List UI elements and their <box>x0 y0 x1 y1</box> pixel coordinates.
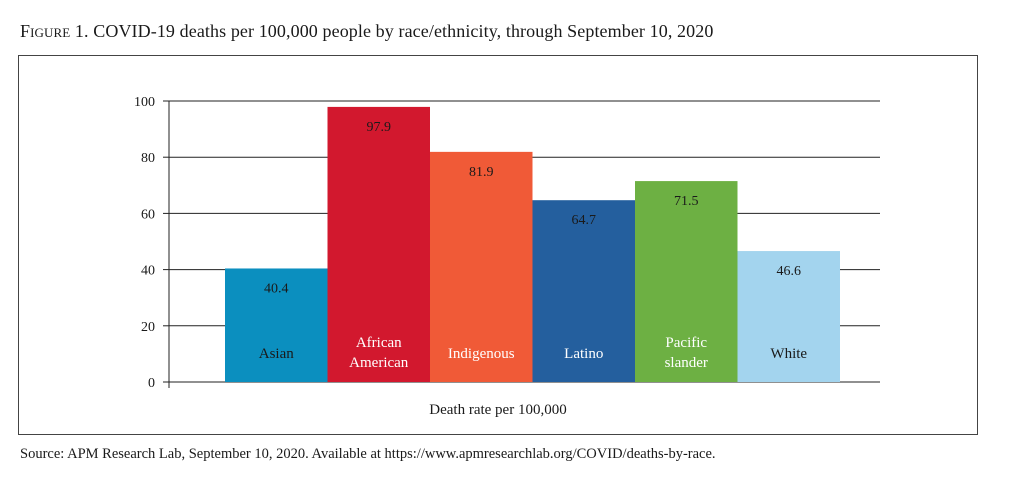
bar-value-label: 46.6 <box>777 264 802 279</box>
bar-category-label: White <box>770 346 807 362</box>
figure-number: Figure 1. <box>20 21 89 41</box>
bars <box>225 106 840 382</box>
y-tick-label: 60 <box>141 207 155 222</box>
bar <box>327 106 430 382</box>
bar-chart: 0 20 40 60 80 100 40.4 Asian 97.9 African America… <box>134 95 880 418</box>
bar-value-label: 64.7 <box>572 213 597 228</box>
bar-category-label: American <box>349 355 409 371</box>
y-tick-label: 20 <box>141 320 155 335</box>
bar-category-label: Latino <box>564 346 603 362</box>
bar-value-label: 81.9 <box>469 165 494 180</box>
y-tick-label: 40 <box>141 264 155 279</box>
y-tick-label: 0 <box>148 376 155 391</box>
figure-title-text: COVID-19 deaths per 100,000 people by ra… <box>88 21 714 41</box>
bar-value-label: 97.9 <box>367 120 392 135</box>
bar <box>737 251 840 382</box>
chart-frame: 0 20 40 60 80 100 40.4 Asian 97.9 African America… <box>18 55 978 435</box>
bar-category-label: Pacific <box>665 335 707 351</box>
bar-value-label: 40.4 <box>264 281 289 296</box>
figure-title: Figure 1. COVID-19 deaths per 100,000 pe… <box>20 21 713 42</box>
y-axis: 0 20 40 60 80 100 <box>134 95 170 391</box>
bar <box>635 181 738 382</box>
bar <box>532 200 635 382</box>
bar-category-label: Asian <box>259 346 294 362</box>
bar-value-label: 71.5 <box>674 194 699 209</box>
bar-category-label: African <box>356 335 402 351</box>
x-axis-title: Death rate per 100,000 <box>429 402 566 418</box>
y-tick-label: 80 <box>141 151 155 166</box>
source-note: Source: APM Research Lab, September 10, … <box>20 446 716 462</box>
bar <box>430 151 533 382</box>
bar-labels: 40.4 Asian 97.9 African American 81.9 Indigeno… <box>259 120 808 371</box>
bar-category-label: slander <box>665 355 708 371</box>
y-tick-label: 100 <box>134 95 155 110</box>
bar-category-label: Indigenous <box>448 346 515 362</box>
bar <box>225 268 328 382</box>
